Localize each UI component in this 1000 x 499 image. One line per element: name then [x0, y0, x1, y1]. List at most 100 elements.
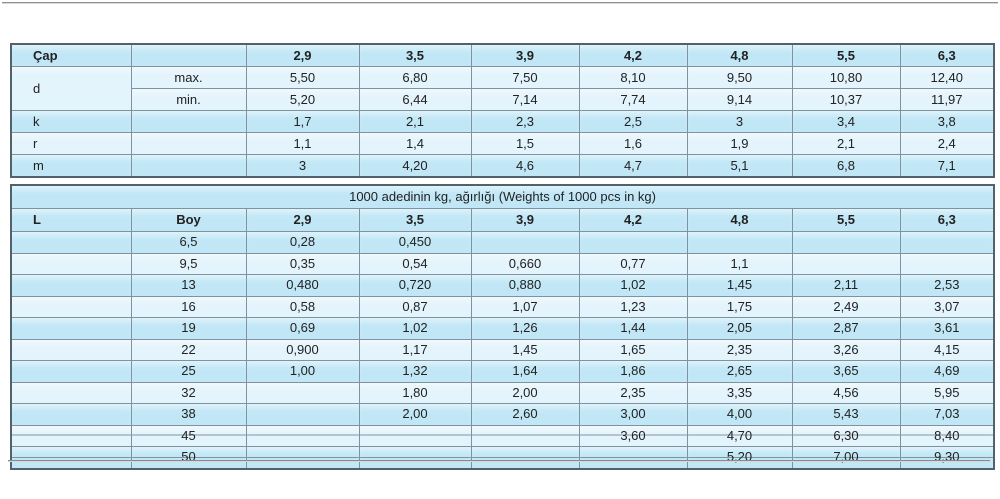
dimension-value-cell: 2,1 [791, 132, 901, 155]
dimension-sub-label-cell [130, 154, 247, 178]
weight-value-cell: 4,56 [791, 381, 901, 404]
dimension-label-cell: k [10, 110, 132, 133]
weight-value-cell: 0,54 [358, 252, 472, 275]
dimensions-row-d-max: d max. 5,50 6,80 7,50 8,10 9,50 10,80 12,40 [10, 66, 995, 111]
weights-row-22: 22 0,900 1,17 1,45 1,65 2,35 3,26 4,15 [10, 338, 995, 361]
weight-value-cell [791, 252, 901, 275]
dimension-label-cell: d [10, 66, 132, 111]
weight-value-cell [245, 446, 360, 469]
dimension-value-cell: 7,74 [578, 88, 688, 111]
diameter-header-cell: 2,9 [245, 208, 360, 232]
weight-value-cell: 3,61 [899, 317, 995, 340]
dimension-value-cell: 12,40 [899, 66, 995, 89]
length-empty-cell [10, 360, 132, 383]
diameter-header-cell: 5,5 [791, 208, 901, 232]
dimension-value-cell: 3 [245, 154, 360, 178]
length-empty-cell [10, 295, 132, 318]
dimension-label-cell: m [10, 154, 132, 178]
weights-row-19: 19 0,69 1,02 1,26 1,44 2,05 2,87 3,61 [10, 317, 995, 340]
boy-value-cell: 6,5 [130, 231, 247, 254]
dimension-value-cell: 10,37 [791, 88, 901, 111]
weight-value-cell: 5,43 [791, 403, 901, 426]
weight-value-cell: 3,07 [899, 295, 995, 318]
weight-value-cell: 9,30 [899, 446, 995, 469]
weight-value-cell: 0,900 [245, 338, 360, 361]
weight-value-cell: 3,65 [791, 360, 901, 383]
diameter-header-cell: 5,5 [791, 43, 901, 67]
dimensions-corner-label: Çap [10, 43, 132, 67]
length-empty-cell [10, 274, 132, 297]
weight-value-cell: 2,11 [791, 274, 901, 297]
weight-value-cell: 0,880 [470, 274, 580, 297]
weights-row-38: 38 2,00 2,60 3,00 4,00 5,43 7,03 [10, 403, 995, 426]
dimension-sub-label-cell: max. [130, 66, 247, 89]
dimensions-table: Çap 2,9 3,5 3,9 4,2 4,8 5,5 6,3 d max. 5,50 6,80 7,5… [10, 43, 995, 178]
weight-value-cell: 2,00 [470, 381, 580, 404]
dimension-value-cell: 8,10 [578, 66, 688, 89]
weight-value-cell: 1,1 [686, 252, 793, 275]
dimension-sub-label-cell: min. [130, 88, 247, 111]
dimension-value-cell: 2,5 [578, 110, 688, 133]
weight-value-cell: 0,77 [578, 252, 688, 275]
weight-value-cell: 3,60 [578, 424, 688, 447]
weight-value-cell [899, 231, 995, 254]
weight-value-cell: 1,45 [470, 338, 580, 361]
length-empty-cell [10, 446, 132, 469]
weight-value-cell: 2,00 [358, 403, 472, 426]
diameter-header-cell: 2,9 [245, 43, 360, 67]
length-empty-cell [10, 424, 132, 447]
diameter-header-cell: 4,2 [578, 208, 688, 232]
weight-value-cell: 4,70 [686, 424, 793, 447]
weight-value-cell: 1,07 [470, 295, 580, 318]
dimensions-header-row: Çap 2,9 3,5 3,9 4,2 4,8 5,5 6,3 [10, 43, 995, 67]
diameter-header-cell: 6,3 [899, 43, 995, 67]
diameter-header-cell: 4,8 [686, 208, 793, 232]
weight-value-cell: 0,480 [245, 274, 360, 297]
dimension-label-cell: r [10, 132, 132, 155]
dimension-value-cell: 4,20 [358, 154, 472, 178]
length-empty-cell [10, 231, 132, 254]
weight-value-cell: 0,87 [358, 295, 472, 318]
weight-value-cell [245, 424, 360, 447]
dimensions-header-spacer-cell [130, 43, 247, 67]
weight-value-cell: 1,32 [358, 360, 472, 383]
boy-value-cell: 25 [130, 360, 247, 383]
dimension-value-cell: 6,44 [358, 88, 472, 111]
weight-value-cell: 0,720 [358, 274, 472, 297]
length-empty-cell [10, 381, 132, 404]
diameter-header-cell: 3,9 [470, 43, 580, 67]
boy-value-cell: 38 [130, 403, 247, 426]
dimension-value-cell: 2,1 [358, 110, 472, 133]
diameter-header-cell: 3,9 [470, 208, 580, 232]
dimension-value-cell: 4,6 [470, 154, 580, 178]
boy-value-cell: 32 [130, 381, 247, 404]
weight-value-cell: 0,660 [470, 252, 580, 275]
weight-value-cell: 3,00 [578, 403, 688, 426]
length-header-cell: L [10, 208, 132, 232]
weight-value-cell: 1,26 [470, 317, 580, 340]
dimension-sub-label-cell [130, 132, 247, 155]
diameter-header-cell: 4,2 [578, 43, 688, 67]
length-empty-cell [10, 317, 132, 340]
weight-value-cell: 2,05 [686, 317, 793, 340]
weight-value-cell: 2,35 [578, 381, 688, 404]
dimension-value-cell: 3,8 [899, 110, 995, 133]
weight-value-cell [791, 231, 901, 254]
dimension-value-cell: 1,1 [245, 132, 360, 155]
weights-caption-row: 1000 adedinin kg, ağırlığı (Weights of 1… [10, 184, 995, 209]
weight-value-cell: 5,95 [899, 381, 995, 404]
weights-header-row: L Boy 2,9 3,5 3,9 4,2 4,8 5,5 6,3 [10, 208, 995, 232]
weights-row-50: 50 5,20 7,00 9,30 [10, 446, 995, 469]
weight-value-cell: 2,49 [791, 295, 901, 318]
weights-row-9-5: 9,5 0,35 0,54 0,660 0,77 1,1 [10, 252, 995, 275]
dimension-value-cell: 11,97 [899, 88, 995, 111]
dimension-value-cell: 9,14 [686, 88, 793, 111]
dimensions-row-m: m 3 4,20 4,6 4,7 5,1 6,8 7,1 [10, 154, 995, 178]
dimensions-row-k: k 1,7 2,1 2,3 2,5 3 3,4 3,8 [10, 110, 995, 133]
dimension-value-cell: 3 [686, 110, 793, 133]
weight-value-cell: 6,30 [791, 424, 901, 447]
weights-row-13: 13 0,480 0,720 0,880 1,02 1,45 2,11 2,53 [10, 274, 995, 297]
weight-value-cell [899, 252, 995, 275]
weight-value-cell [578, 231, 688, 254]
weight-value-cell: 1,45 [686, 274, 793, 297]
